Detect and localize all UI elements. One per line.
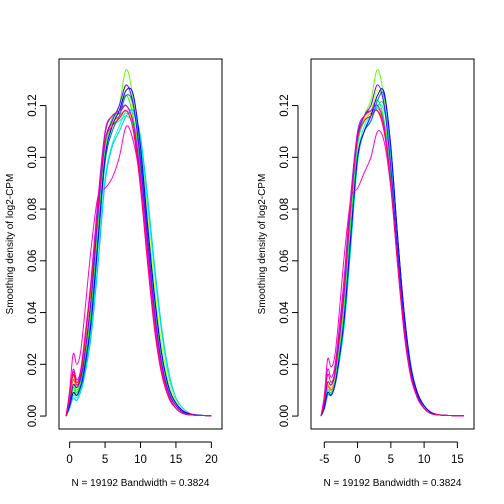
y-tick-label: 0.04 xyxy=(279,301,291,324)
x-tick-label: 0 xyxy=(354,454,360,466)
density-panel-left: 0.00 0.02 0.04 0.06 0.08 0.10 0.12 0 5 10 15 20 N = … xyxy=(5,58,223,489)
x-tick-label: 5 xyxy=(102,454,108,466)
density-curve-12 xyxy=(65,84,212,417)
x-tick-label: -5 xyxy=(319,454,329,466)
density-curve-5 xyxy=(320,68,465,417)
density-curve-11 xyxy=(320,88,465,417)
density-curve-15 xyxy=(65,109,212,417)
density-curve-13 xyxy=(320,104,465,417)
density-curve-15 xyxy=(320,109,465,417)
y-tick-label: 0.06 xyxy=(27,250,39,272)
x-tick-label: 5 xyxy=(388,454,394,466)
density-curve-9 xyxy=(65,109,212,417)
y-axis-title: Smoothing density of log2-CPM xyxy=(5,174,16,315)
y-tick-label: 0.00 xyxy=(279,405,291,427)
density-curve-5 xyxy=(65,68,212,417)
density-curve-1 xyxy=(320,108,465,417)
y-tick-label: 0.08 xyxy=(27,198,39,220)
x-tick-label: 10 xyxy=(418,454,431,466)
x-tick-label: 15 xyxy=(451,454,464,466)
y-tick-label: 0.10 xyxy=(279,146,291,168)
y-tick-label: 0.00 xyxy=(27,405,39,427)
x-tick-label: 20 xyxy=(205,454,218,466)
density-curve-7 xyxy=(320,107,465,417)
density-curve-3 xyxy=(320,104,465,417)
y-tick-label: 0.12 xyxy=(27,94,39,116)
x-axis-title: N = 19192 Bandwidth = 0.3824 xyxy=(324,478,462,489)
y-tick-label: 0.02 xyxy=(279,353,291,375)
x-tick-label: 0 xyxy=(66,454,72,466)
density-curve-12 xyxy=(320,84,465,417)
density-panel-right: 0.00 0.02 0.04 0.06 0.08 0.10 0.12 -5 0 5 10 15 N = … xyxy=(257,58,475,489)
y-tick-label: 0.12 xyxy=(279,94,291,116)
density-curve-4 xyxy=(320,89,465,417)
density-curve-2 xyxy=(320,109,465,417)
density-curve-6 xyxy=(320,99,465,417)
x-tick-label: 15 xyxy=(170,454,183,466)
y-tick-label: 0.04 xyxy=(27,301,39,324)
density-curve-8 xyxy=(320,104,465,417)
plot-frame xyxy=(310,58,475,430)
plot-frame xyxy=(58,58,223,430)
x-tick-label: 10 xyxy=(134,454,147,466)
y-tick-label: 0.02 xyxy=(27,353,39,375)
density-curve-9 xyxy=(320,100,465,417)
y-axis-title: Smoothing density of log2-CPM xyxy=(257,174,268,315)
density-curve-10 xyxy=(320,91,465,417)
y-tick-label: 0.06 xyxy=(279,250,291,272)
y-tick-label: 0.10 xyxy=(27,146,39,168)
y-tick-label: 0.08 xyxy=(279,198,291,220)
x-axis-title: N = 19192 Bandwidth = 0.3824 xyxy=(72,478,210,489)
